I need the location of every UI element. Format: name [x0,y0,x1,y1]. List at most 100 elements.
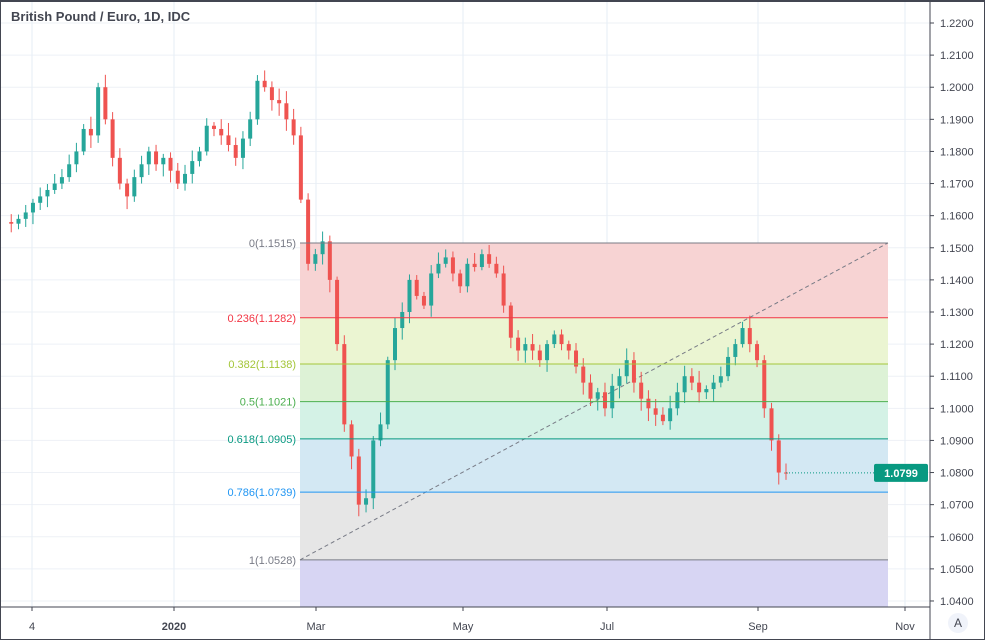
candle-body [298,135,303,200]
candle-body [110,119,115,158]
price-tick-label: 1.0700 [940,500,974,512]
price-tick-label: 1.0600 [940,532,974,544]
fib-band [300,364,888,402]
candle-body [450,257,455,274]
candle-body [349,424,354,457]
candle-body [718,376,723,383]
candle-body [711,382,716,390]
candle-body [211,125,216,129]
candle-body [240,138,245,158]
candle-body [154,151,159,165]
candle-body [472,263,477,268]
candle-body [132,177,137,197]
candle-body [646,398,651,409]
candle-body [537,350,542,361]
candle-body [38,196,43,203]
candle-body [508,305,513,338]
fib-level-label: 0.5(1.1021) [240,397,296,409]
candle-body [226,135,231,146]
last-price-label: 1.0799 [884,468,918,480]
candle-body [595,392,600,399]
candle-body [740,328,745,345]
candle-body [248,119,253,139]
candle-body [624,360,629,377]
chart-title: British Pound / Euro, 1D, IDC [11,9,191,24]
candle-body [769,408,774,441]
candle-body [52,183,57,190]
candle-body [371,440,376,499]
time-tick-label: Jul [600,621,614,633]
candle-body [23,212,28,219]
candle-body [762,360,767,409]
fib-level-label: 0.382(1.1138) [228,359,296,371]
candle-body [175,170,180,184]
fib-level-label: 0.786(1.0739) [228,487,297,499]
price-tick-label: 1.1000 [940,403,974,415]
candle-body [566,344,571,351]
price-tick-label: 1.1100 [940,371,973,383]
fib-band [300,559,888,607]
candle-body [545,344,550,361]
fib-level-label: 1(1.0528) [249,555,296,567]
time-tick-label: 4 [29,621,35,633]
candle-body [81,128,86,152]
price-tick-label: 1.1400 [940,275,974,287]
candle-body [269,87,274,101]
candle-body [385,360,390,425]
fib-band [300,492,888,560]
candle-body [117,157,122,184]
candle-body [602,392,607,409]
candle-body [414,279,419,296]
time-tick-label: Sep [748,621,768,633]
fib-level-label: 0(1.1515) [249,238,296,250]
candle-body [465,263,470,287]
candle-body [581,366,586,383]
auto-scale-button[interactable]: A [948,613,968,633]
candle-body [675,392,680,409]
candle-body [755,344,760,361]
fib-band [300,401,888,439]
candle-body [139,164,144,178]
candle-body [306,199,311,264]
price-tick-label: 1.1500 [940,243,974,255]
price-tick-label: 1.1200 [940,339,974,351]
price-tick-label: 1.0900 [940,435,974,447]
price-tick-label: 1.2200 [940,18,974,30]
candle-body [639,382,644,399]
candle-body [733,344,738,357]
candle-body [479,254,484,268]
candle-body [574,350,579,367]
candle-body [96,87,101,136]
candle-body [197,151,202,162]
price-tick-label: 1.1800 [940,146,974,158]
price-tick-label: 1.1600 [940,211,974,223]
price-tick-label: 1.2000 [940,82,974,94]
price-tick-label: 1.2100 [940,50,974,62]
price-tick-label: 1.1900 [940,114,974,126]
candle-body [653,408,658,415]
candle-body [219,128,224,136]
price-tick-label: 1.1300 [940,307,974,319]
candle-body [327,241,332,280]
candle-body [30,202,35,213]
price-tick-label: 1.0800 [940,468,974,480]
candle-body [393,328,397,361]
price-tick-label: 1.0500 [940,564,974,576]
candle-body [458,273,463,287]
candle-body [262,80,267,88]
candle-body [631,360,636,383]
candle-body [552,334,557,345]
candle-body [364,498,369,505]
candle-body [67,164,72,178]
candle-body [660,414,665,422]
fib-level-label: 0.618(1.0905) [228,434,297,446]
fib-band [300,317,888,365]
candle-body [103,87,108,120]
candle-body [190,161,195,174]
candle-body [617,376,622,386]
candle-body [45,189,50,197]
candle-body [335,279,340,345]
candle-body [277,100,282,104]
candle-body [588,382,593,399]
